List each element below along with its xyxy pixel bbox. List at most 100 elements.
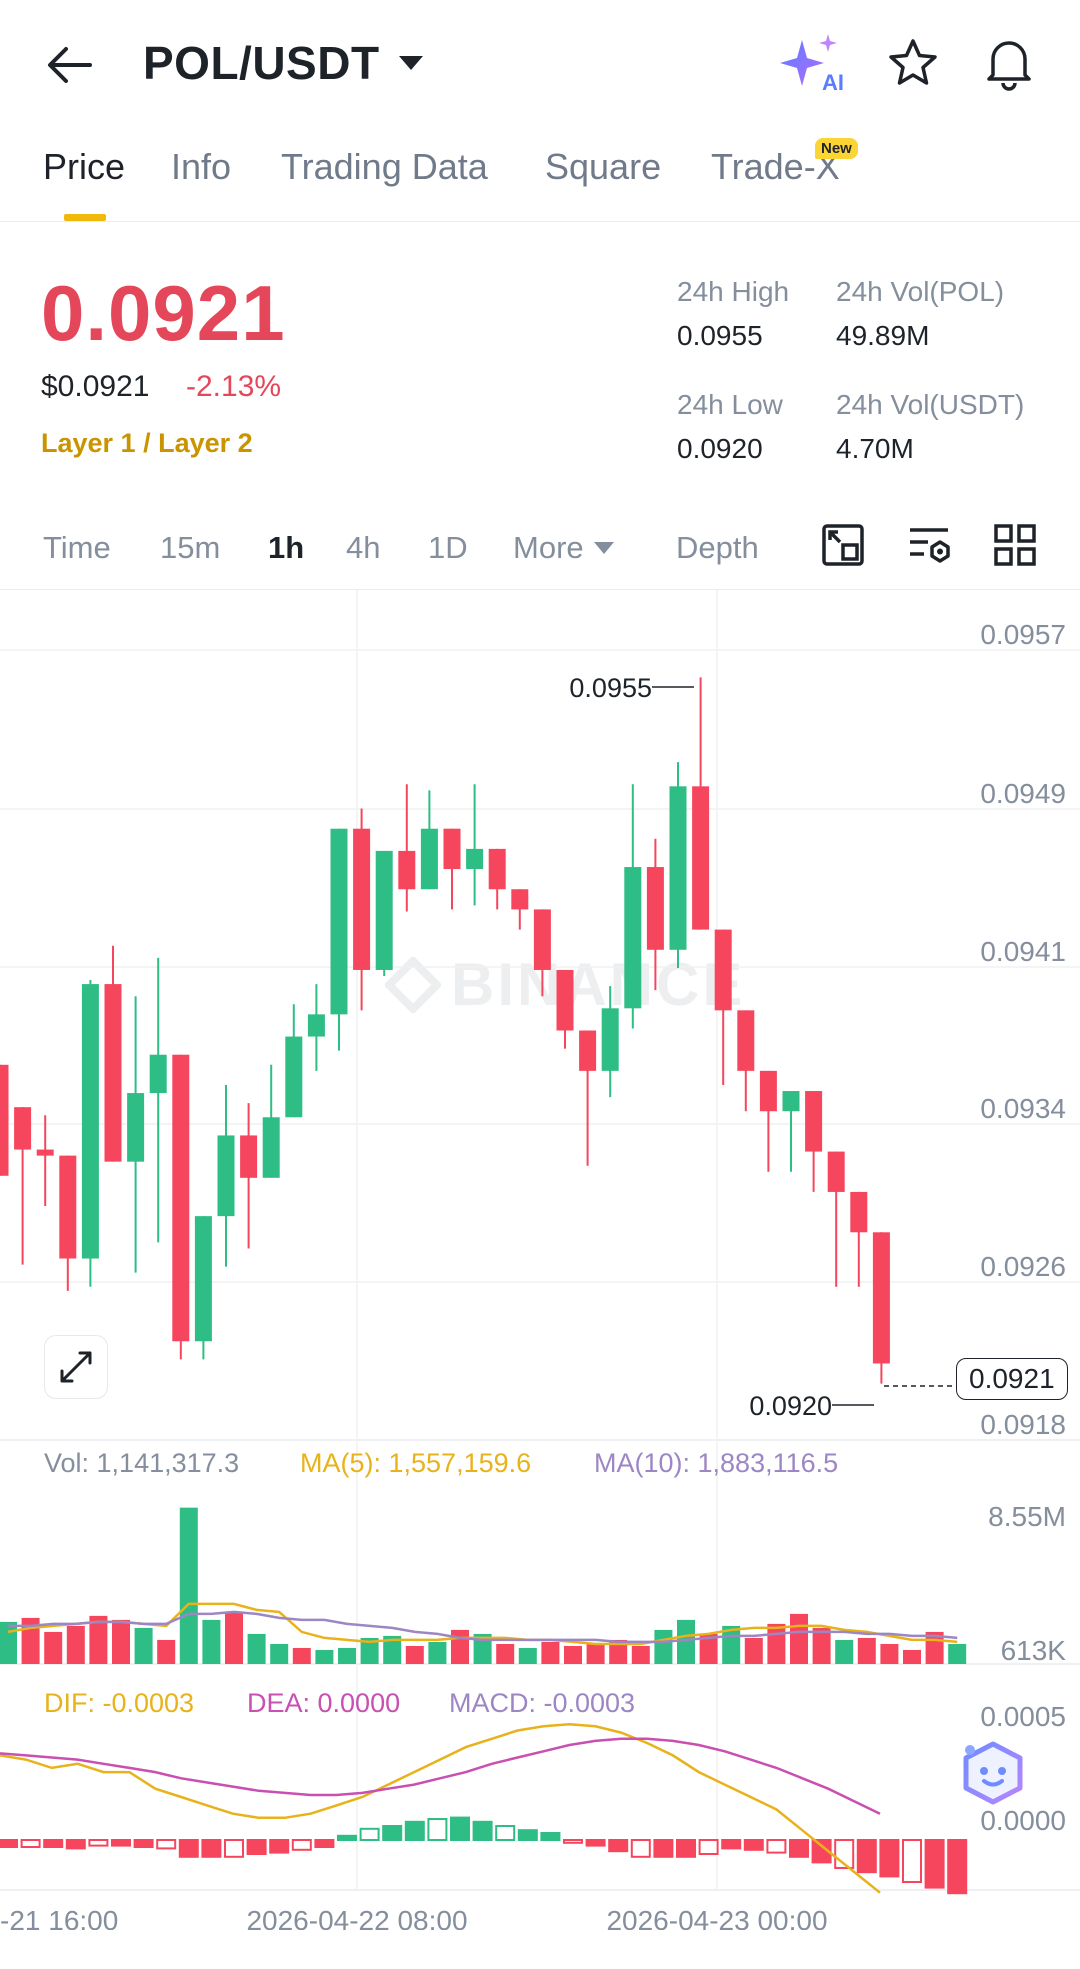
candle-body xyxy=(669,786,687,950)
candle-body xyxy=(737,1010,755,1071)
volume-axis-label: 8.55M xyxy=(988,1501,1066,1532)
volume-bar xyxy=(315,1649,334,1664)
indicator-settings-button[interactable] xyxy=(904,520,954,570)
macd-bar xyxy=(201,1839,222,1858)
macd-bar xyxy=(0,1839,18,1848)
macd-bar xyxy=(676,1839,696,1858)
volume-bar xyxy=(360,1637,379,1664)
volume-bar xyxy=(812,1627,831,1664)
tab-info[interactable]: Info xyxy=(171,146,232,187)
candlestick-chart[interactable]: 0.0957 0.0949 0.0941 0.0934 0.0926 0.091… xyxy=(0,590,1080,1930)
candle-body xyxy=(759,1070,777,1112)
candle-body xyxy=(850,1191,868,1233)
high-value: 0.0955 xyxy=(677,320,763,351)
candle-body xyxy=(443,828,461,870)
vol-quote-value: 4.70M xyxy=(836,433,914,464)
candle-body xyxy=(782,1091,800,1112)
volume-bar xyxy=(857,1637,876,1664)
tab-square[interactable]: Square xyxy=(545,146,662,187)
price-axis-label: 0.0957 xyxy=(980,619,1066,650)
layout-grid-button[interactable] xyxy=(990,520,1040,570)
macd-bar xyxy=(359,1827,380,1842)
candle-body xyxy=(262,1117,280,1178)
timeframe-1h[interactable]: 1h xyxy=(268,530,305,565)
timeframe-1d[interactable]: 1D xyxy=(428,530,468,565)
ai-assistant-button[interactable]: AI xyxy=(780,28,850,98)
back-button[interactable] xyxy=(30,30,110,100)
fullscreen-button[interactable] xyxy=(44,1335,108,1399)
price-alert-button[interactable] xyxy=(974,28,1044,98)
ma5-label: MA(5): 1,557,159.6 xyxy=(300,1448,532,1478)
volume-bar xyxy=(292,1647,311,1664)
grid-icon xyxy=(994,524,1036,566)
macd-bar xyxy=(517,1829,538,1841)
macd-bar xyxy=(766,1839,787,1854)
candle-body xyxy=(556,969,574,1031)
timeframe-15m[interactable]: 15m xyxy=(160,530,221,565)
volume-bar xyxy=(405,1645,424,1664)
volume-bar xyxy=(586,1643,605,1664)
tab-price[interactable]: Price xyxy=(43,146,126,187)
timeframe-4h[interactable]: 4h xyxy=(346,530,381,565)
volume-bar xyxy=(903,1649,921,1664)
candle-body xyxy=(285,1036,303,1118)
macd-bar xyxy=(382,1825,403,1841)
vol-base-value: 49.89M xyxy=(836,320,930,351)
volume-bar xyxy=(383,1635,402,1664)
macd-bar xyxy=(472,1820,493,1842)
timeframe-more[interactable]: More xyxy=(513,530,614,566)
low-label: 24h Low xyxy=(677,389,783,420)
divider xyxy=(0,589,1080,590)
category-tag[interactable]: Layer 1 / Layer 2 xyxy=(41,428,253,458)
candle-body xyxy=(646,867,664,950)
macd-bar xyxy=(947,1839,968,1895)
volume-bar xyxy=(790,1613,808,1664)
vol-base-label: 24h Vol(POL) xyxy=(836,276,1005,307)
favorite-button[interactable] xyxy=(878,28,948,98)
candle-body xyxy=(579,1030,597,1071)
candle-body xyxy=(59,1155,77,1259)
volume-bar xyxy=(225,1611,243,1664)
macd-bar xyxy=(924,1839,945,1889)
volume-axis-label: 613K xyxy=(1001,1635,1067,1666)
volume-bar xyxy=(609,1639,628,1664)
volume-bar xyxy=(157,1639,176,1664)
watermark-logo: BINANCE xyxy=(385,950,745,1019)
volume-bar xyxy=(179,1507,198,1664)
depth-tab[interactable]: Depth xyxy=(676,530,759,565)
candle-body xyxy=(398,850,416,890)
volume-bar xyxy=(338,1647,356,1664)
macd-bar xyxy=(902,1839,922,1883)
candle-body xyxy=(714,929,732,1011)
volume-bar xyxy=(677,1619,695,1664)
candle-body xyxy=(81,984,99,1259)
volume-bar xyxy=(699,1633,718,1664)
tab-trading-data[interactable]: Trading Data xyxy=(281,146,488,187)
high-label: 24h High xyxy=(677,276,790,307)
bell-icon xyxy=(987,41,1031,91)
low-value: 0.0920 xyxy=(677,433,763,464)
candle-body xyxy=(353,828,371,970)
assistant-bot-button[interactable] xyxy=(958,1738,1028,1808)
macd-bar xyxy=(811,1839,832,1864)
time-axis-label: -21 16:00 xyxy=(0,1905,118,1930)
pair-name: POL/USDT xyxy=(143,37,380,89)
last-price: 0.0921 xyxy=(41,269,286,357)
macd-bar xyxy=(133,1839,154,1848)
macd-bar xyxy=(111,1839,131,1847)
volume-bar xyxy=(247,1633,266,1664)
macd-axis-label: 0.0005 xyxy=(980,1701,1066,1732)
pair-selector[interactable]: POL/USDT xyxy=(143,36,424,90)
active-tab-indicator xyxy=(64,214,106,221)
vol-quote-label: 24h Vol(USDT) xyxy=(836,389,1025,420)
macd-bar xyxy=(585,1839,606,1847)
macd-bar xyxy=(540,1832,561,1841)
volume-bar xyxy=(496,1643,515,1664)
volume-bar xyxy=(0,1621,17,1664)
dea-line xyxy=(0,1737,881,1815)
candle-body xyxy=(36,1149,54,1156)
chart-mode-button[interactable] xyxy=(818,520,868,570)
max-price-marker: 0.0955 xyxy=(569,673,652,703)
time-axis-label: 2026-04-22 08:00 xyxy=(246,1905,467,1930)
timeframe-time[interactable]: Time xyxy=(43,530,111,565)
